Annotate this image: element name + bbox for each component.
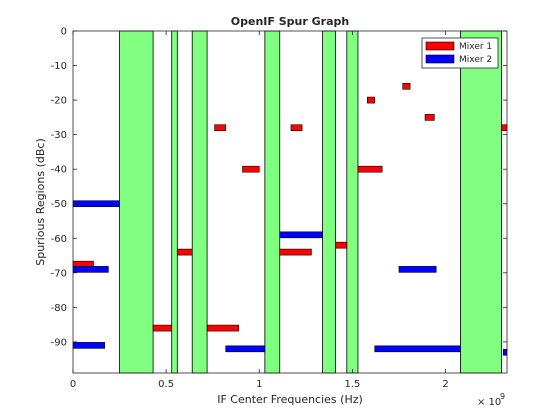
y-tick-label: -80 <box>51 303 67 314</box>
mixer-2-spur-bar <box>279 231 323 239</box>
mixer-1-spur-bar <box>152 324 173 332</box>
clear-region <box>171 30 178 374</box>
plot-area-frame <box>72 30 508 374</box>
mixer-2-legend-label: Mixer 2 <box>459 55 492 65</box>
x-tick-label: 0 <box>70 379 76 390</box>
y-tick-label: -70 <box>51 268 67 279</box>
y-tick-label: 0 <box>61 27 67 38</box>
y-tick-label: -50 <box>51 199 67 210</box>
x-tick-label: 1.5 <box>344 379 360 390</box>
mixer-1-spur-bar <box>177 248 193 256</box>
mixer-2-legend-swatch <box>425 54 455 64</box>
legend: Mixer 1 Mixer 2 <box>421 37 499 69</box>
y-tick-label: -10 <box>51 61 67 72</box>
y-tick-label: -60 <box>51 234 67 245</box>
x-tick-label: 1 <box>256 379 262 390</box>
mixer-1-spur-bar <box>357 165 383 173</box>
mixer-2-spur-bar <box>72 200 120 208</box>
clear-regions <box>119 30 502 374</box>
clear-region <box>119 30 154 374</box>
chart-title: OpenIF Spur Graph <box>231 15 349 28</box>
mixer-2-spur-bar <box>398 266 437 273</box>
mixer-2-spur-bar <box>72 342 105 349</box>
y-tick-label: -40 <box>51 165 67 176</box>
spur-bars <box>72 82 508 356</box>
clear-region <box>191 30 208 374</box>
mixer-1-spur-bar <box>290 124 303 132</box>
x-axis-exponent-base: × 10 <box>477 397 501 408</box>
y-tick-label: -30 <box>51 130 67 141</box>
mixer-1-spur-bar <box>214 124 227 132</box>
x-axis-title: IF Center Frequencies (Hz) <box>217 393 363 406</box>
mixer-1-legend-swatch <box>425 41 455 51</box>
clear-region <box>460 30 502 374</box>
mixer-1-spur-bar <box>206 324 240 332</box>
x-tick-label: 0.5 <box>158 379 174 390</box>
mixer-2-spur-bar <box>502 348 508 356</box>
y-axis-title: Spurious Regions (dBc) <box>34 138 47 266</box>
mixer-2-spur-bar <box>374 345 461 353</box>
mixer-1-spur-bar <box>402 82 411 90</box>
mixer-1-spur-bar <box>242 165 260 173</box>
clear-region <box>264 30 281 374</box>
mixer-2-spur-bar <box>72 266 109 273</box>
x-axis: 0 0.5 1 1.5 2 <box>70 31 449 390</box>
y-axis: 0 -10 -20 -30 -40 -50 -60 -70 -80 -90 <box>51 27 507 348</box>
clear-region <box>346 30 359 374</box>
x-tick-label: 2 <box>442 379 448 390</box>
mixer-1-spur-bar <box>335 241 348 249</box>
x-axis-exponent: × 10 9 <box>477 392 505 408</box>
clear-region <box>322 30 337 374</box>
mixer-1-spur-bar <box>424 114 435 121</box>
y-tick-label: -90 <box>51 337 67 348</box>
mixer-1-spur-bar <box>501 124 508 132</box>
x-axis-exponent-power: 9 <box>500 392 505 401</box>
mixer-1-spur-bar <box>367 96 376 104</box>
mixer-1-legend-label: Mixer 1 <box>459 42 492 52</box>
mixer-1-spur-bar <box>279 248 312 256</box>
y-tick-label: -20 <box>51 96 67 107</box>
mixer-2-spur-bar <box>225 345 266 353</box>
